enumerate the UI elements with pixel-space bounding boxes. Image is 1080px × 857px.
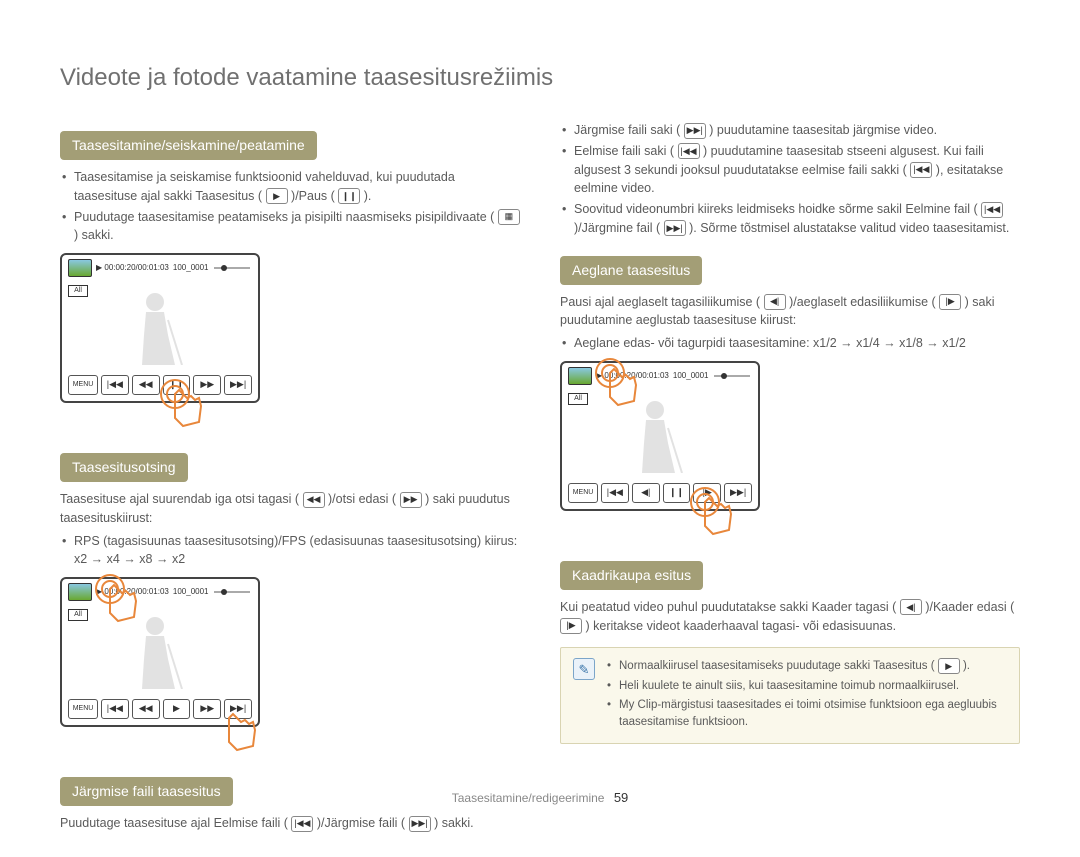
menu-button: MENU — [568, 483, 598, 503]
right-column: Järgmise faili saki ( ▶▶| ) puudutamine … — [560, 121, 1020, 837]
play-icon: ▶ — [938, 658, 960, 674]
section-heading-search: Taasesitusotsing — [60, 453, 188, 482]
paragraph: Kui peatatud video puhul puudutatakse sa… — [560, 598, 1020, 636]
step-back-button: ◀| — [632, 483, 660, 503]
bullet-list: Aeglane edas- või tagurpidi taasesitamin… — [560, 334, 1020, 353]
section-heading-frame-by-frame: Kaadrikaupa esitus — [560, 561, 703, 590]
device-screenshot-playback: ▶ 00:00:20/00:01:03 100_0001 All MENU |◀… — [60, 253, 260, 403]
skip-prev-button: |◀◀ — [101, 375, 129, 395]
step-back-icon: ◀| — [764, 294, 786, 310]
paragraph: Taasesituse ajal suurendab iga otsi taga… — [60, 490, 520, 528]
paragraph: Pausi ajal aeglaselt tagasiliikumise ( ◀… — [560, 293, 1020, 331]
clip-label: 100_0001 — [173, 262, 209, 274]
page-number: 59 — [614, 790, 628, 805]
thumbnail-icon — [568, 367, 592, 385]
tap-gesture-icon — [687, 484, 742, 539]
tap-gesture-icon — [211, 700, 266, 755]
thumbnail-icon — [68, 259, 92, 277]
menu-button: MENU — [68, 375, 98, 395]
play-icon: ▶ — [266, 188, 288, 204]
left-column: Taasesitamine/seiskamine/peatamine Taase… — [60, 121, 520, 837]
all-badge: All — [68, 285, 88, 297]
device-screenshot-slow: ▶ 00:00:20/00:01:03 100_0001 All MENU |◀… — [560, 361, 760, 511]
skip-next-icon: ▶▶| — [684, 123, 706, 139]
rewind-icon: ◀◀ — [303, 492, 325, 508]
rewind-button: ◀◀ — [132, 699, 160, 719]
step-forward-icon: |▶ — [939, 294, 961, 310]
pause-icon: ❙❙ — [338, 188, 360, 204]
skip-prev-icon: |◀◀ — [678, 143, 700, 159]
all-badge: All — [568, 393, 588, 405]
section-heading-playback-pause-stop: Taasesitamine/seiskamine/peatamine — [60, 131, 317, 160]
bullet-list: Taasesitamise ja seiskamise funktsioonid… — [60, 168, 520, 245]
skip-next-icon: ▶▶| — [409, 816, 431, 832]
forward-icon: ▶▶ — [400, 492, 422, 508]
two-column-layout: Taasesitamine/seiskamine/peatamine Taase… — [60, 121, 1020, 837]
list-item: Taasesitamise ja seiskamise funktsioonid… — [74, 168, 520, 206]
skip-next-button: ▶▶| — [224, 375, 252, 395]
skip-next-icon: ▶▶| — [664, 220, 686, 236]
progress-bar — [214, 591, 250, 593]
step-back-icon: ◀| — [900, 599, 922, 615]
page-title: Videote ja fotode vaatamine taasesitusre… — [60, 60, 1020, 96]
tap-gesture-icon — [592, 355, 647, 410]
note-icon: ✎ — [573, 658, 595, 680]
list-item: Soovitud videonumbri kiireks leidmiseks … — [574, 200, 1020, 238]
timecode-label: ▶ 00:00:20/00:01:03 — [96, 262, 169, 274]
note-box: ✎ Normaalkiirusel taasesitamiseks puudut… — [560, 647, 1020, 744]
tap-gesture-icon — [92, 571, 147, 626]
all-badge: All — [68, 609, 88, 621]
list-item: Normaalkiirusel taasesitamiseks puudutag… — [619, 658, 1007, 675]
section-heading-slow-playback: Aeglane taasesitus — [560, 256, 702, 285]
skip-prev-button: |◀◀ — [101, 699, 129, 719]
skip-prev-icon: |◀◀ — [981, 202, 1003, 218]
list-item: Eelmise faili saki ( |◀◀ ) puudutamine t… — [574, 142, 1020, 198]
bullet-list: RPS (tagasisuunas taasesitusotsing)/FPS … — [60, 532, 520, 570]
page-footer: Taasesitamine/redigeerimine 59 — [0, 788, 1080, 808]
skip-prev-button: |◀◀ — [601, 483, 629, 503]
grid-icon: ▦ — [498, 209, 520, 225]
clip-label: 100_0001 — [673, 370, 709, 382]
paragraph: Puudutage taasesituse ajal Eelmise faili… — [60, 814, 520, 833]
rewind-button: ◀◀ — [132, 375, 160, 395]
list-item: Järgmise faili saki ( ▶▶| ) puudutamine … — [574, 121, 1020, 140]
clip-label: 100_0001 — [173, 586, 209, 598]
play-button: ▶ — [163, 699, 191, 719]
bullet-list: Järgmise faili saki ( ▶▶| ) puudutamine … — [560, 121, 1020, 238]
list-item: My Clip-märgistusi taasesitades ei toimi… — [619, 697, 1007, 732]
progress-bar — [714, 375, 750, 377]
note-list: Normaalkiirusel taasesitamiseks puudutag… — [605, 658, 1007, 733]
list-item: Heli kuulete te ainult siis, kui taasesi… — [619, 678, 1007, 695]
menu-button: MENU — [68, 699, 98, 719]
thumbnail-icon — [68, 583, 92, 601]
device-screenshot-search: ▶ 00:00:20/00:01:03 100_0001 All MENU |◀… — [60, 577, 260, 727]
skip-prev-icon: |◀◀ — [910, 162, 932, 178]
list-item: RPS (tagasisuunas taasesitusotsing)/FPS … — [74, 532, 520, 570]
skip-prev-icon: |◀◀ — [291, 816, 313, 832]
footer-section-label: Taasesitamine/redigeerimine — [452, 791, 605, 805]
progress-bar — [214, 267, 250, 269]
silhouette-figure — [130, 290, 190, 365]
tap-gesture-icon — [157, 376, 212, 431]
list-item: Puudutage taasesitamise peatamiseks ja p… — [74, 208, 520, 246]
step-forward-icon: |▶ — [560, 618, 582, 634]
list-item: Aeglane edas- või tagurpidi taasesitamin… — [574, 334, 1020, 353]
